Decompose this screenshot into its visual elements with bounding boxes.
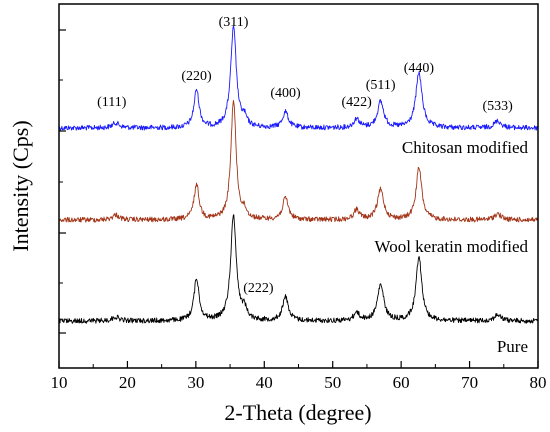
series-label-3: Pure: [497, 337, 528, 356]
x-tick-label-8: 80: [530, 373, 547, 392]
peak-label-6: (511): [366, 78, 396, 93]
series-layer: [58, 25, 539, 324]
series-label-2: Wool keratin modified: [375, 237, 529, 256]
labels-layer: Chitosan modified Wool keratin modified Pu…: [51, 15, 547, 392]
series-line-2: [58, 99, 539, 223]
plot-frame: [58, 3, 539, 369]
x-tick-label-6: 60: [393, 373, 410, 392]
x-tick-label-7: 70: [461, 373, 478, 392]
y-axis-label: Intensity (Cps): [8, 120, 33, 251]
series-line-3: [58, 214, 539, 324]
x-tick-label-5: 50: [324, 373, 341, 392]
peak-label-7: (440): [404, 61, 435, 76]
peak-label-1: (111): [97, 95, 127, 110]
peak-label-9: (222): [243, 281, 274, 296]
series-line-1: [58, 25, 539, 131]
ticks-layer: [58, 29, 539, 368]
x-axis-label: 2-Theta (degree): [224, 400, 371, 425]
peak-label-3: (311): [219, 15, 249, 30]
peak-label-8: (533): [482, 99, 513, 114]
peak-label-2: (220): [181, 69, 212, 84]
x-tick-label-1: 10: [51, 373, 68, 392]
peak-label-5: (422): [342, 95, 373, 110]
x-tick-label-4: 40: [256, 373, 273, 392]
series-label-1: Chitosan modified: [402, 138, 529, 157]
x-tick-label-3: 30: [187, 373, 204, 392]
peak-label-4: (400): [270, 86, 301, 101]
x-tick-label-2: 20: [119, 373, 136, 392]
